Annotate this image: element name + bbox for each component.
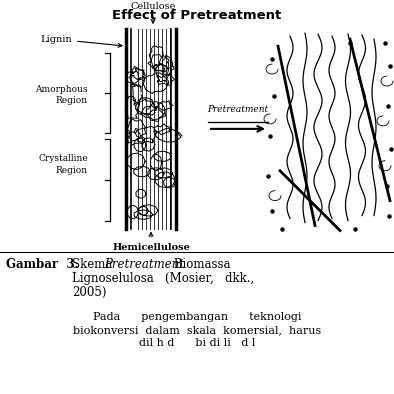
Text: Hemicellulose: Hemicellulose bbox=[112, 232, 190, 251]
Text: Lignoselulosa   (Mosier,   dkk.,: Lignoselulosa (Mosier, dkk., bbox=[72, 272, 254, 285]
Text: biokonversi  dalam  skala  komersial,  harus: biokonversi dalam skala komersial, harus bbox=[73, 325, 321, 335]
Text: Pretreatment: Pretreatment bbox=[207, 105, 269, 114]
Text: Pada      pengembangan      teknologi: Pada pengembangan teknologi bbox=[93, 312, 301, 322]
Text: dil h d      bi di li   d l: dil h d bi di li d l bbox=[139, 338, 255, 348]
Text: Pretreatment: Pretreatment bbox=[104, 258, 184, 271]
Text: Region: Region bbox=[56, 97, 88, 106]
Text: Skema: Skema bbox=[72, 258, 116, 271]
Text: Crystalline: Crystalline bbox=[38, 154, 88, 163]
Text: Region: Region bbox=[56, 166, 88, 175]
Text: Cellulose: Cellulose bbox=[130, 2, 176, 23]
Text: Effect of Pretreatment: Effect of Pretreatment bbox=[112, 9, 282, 22]
Text: Lignin: Lignin bbox=[40, 35, 122, 47]
Text: 2005): 2005) bbox=[72, 286, 106, 299]
Text: Biomassa: Biomassa bbox=[170, 258, 230, 271]
Text: Amorphous: Amorphous bbox=[35, 84, 88, 93]
Text: Gambar  3.: Gambar 3. bbox=[6, 258, 79, 271]
